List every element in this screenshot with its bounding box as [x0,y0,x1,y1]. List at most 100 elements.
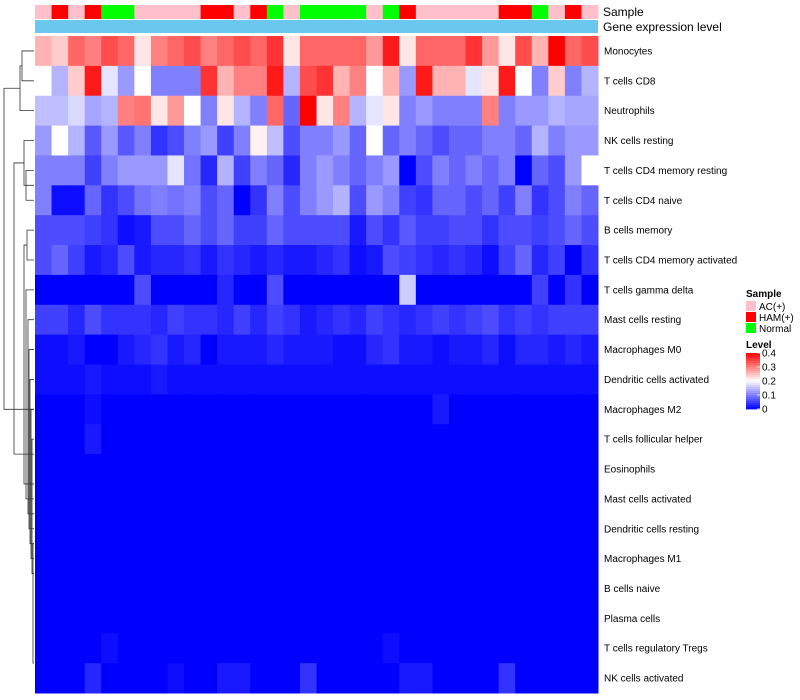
heatmap-cell [150,483,168,515]
heatmap-cell [564,304,582,336]
heatmap-cell [531,215,549,246]
heatmap-cell [349,36,367,67]
heatmap-cell [184,36,202,67]
heatmap-cell [250,454,268,485]
heatmap-cell [68,274,86,306]
heatmap-cell [101,543,119,575]
heatmap-cell [299,334,317,365]
heatmap-cell [432,155,450,186]
heatmap-cell [266,364,284,395]
heatmap-cell [51,65,69,97]
heatmap-cell [382,65,400,97]
row-label: Mast cells activated [604,494,691,505]
heatmap-cell [35,394,53,425]
heatmap-cell [399,274,417,306]
heatmap-cell [299,513,317,545]
heatmap-cell [531,125,549,156]
sample-legend-title: Sample [746,289,782,300]
heatmap-cell [515,36,533,67]
dendrogram-branch [26,229,34,261]
heatmap-cell [150,633,168,664]
heatmap-cell [349,513,367,545]
heatmap-cell [184,155,202,186]
heatmap-cell [266,334,284,365]
heatmap-cell [482,65,500,97]
sample-annotation-cell [448,5,466,19]
heatmap-cell [399,454,417,485]
heatmap-cell [35,274,53,306]
heatmap-cell [84,573,102,604]
heatmap-cell [35,513,53,545]
heatmap-cell [150,364,168,395]
heatmap-cell [101,185,119,216]
heatmap-cell [299,185,317,216]
heatmap-cell [382,663,400,694]
row-labels: Monocytes T cells CD8 Neutrophils NK cells … [604,46,737,684]
heatmap-cell [150,573,168,604]
heatmap-cell [448,513,467,545]
heatmap-cell [283,36,301,67]
heatmap-cell [349,125,367,156]
heatmap-cell [167,663,185,694]
heatmap-cell [515,125,533,156]
gene-expression-level-bar [35,20,598,33]
heatmap-cell [150,334,168,365]
sample-annotation-cell [84,5,102,19]
heatmap-cell [35,95,53,127]
level-legend-gradient-step [746,389,760,392]
heatmap-cell [316,543,334,575]
heatmap-cell [465,633,483,664]
heatmap-cell [101,663,119,694]
heatmap-cell [150,663,168,694]
heatmap-cell [200,36,218,67]
level-legend-tick-label: 0.2 [762,377,776,388]
heatmap-cell [548,603,566,634]
heatmap-cell [531,663,549,694]
sample-annotation-cell [498,5,516,19]
heatmap-cell [233,125,251,156]
heatmap-cell [399,215,417,246]
heatmap-cell [134,663,152,694]
heatmap-cell [316,424,334,455]
heatmap-cell [68,663,86,694]
heatmap-cell [498,364,516,395]
heatmap-cell [564,274,582,306]
heatmap-cell [250,185,268,216]
heatmap-cell [399,513,417,545]
heatmap-cell [316,633,334,664]
heatmap-cell [184,65,202,97]
heatmap-cell [217,573,235,604]
heatmap-cell [349,215,367,246]
heatmap-cell [498,573,516,604]
heatmap-cell [498,543,516,575]
sample-legend-label: AC(+) [759,302,785,313]
heatmap-cell [482,274,500,306]
heatmap-cell [515,513,533,545]
heatmap-cell [564,125,582,156]
heatmap-cell [415,185,433,216]
heatmap-cell [415,603,433,634]
heatmap-cell [117,125,135,156]
heatmap-cell [515,65,533,97]
sample-annotation-cell [150,5,168,19]
heatmap-cell [299,274,317,306]
heatmap-cell [184,663,202,694]
heatmap-cell [68,633,86,664]
heatmap-cell [432,513,450,545]
heatmap-cell [167,483,185,515]
heatmap-cell [415,483,433,515]
heatmap-cell [531,274,549,306]
heatmap-cell [432,454,450,485]
heatmap-cell [84,394,102,425]
level-legend-tick-label: 0.3 [762,363,776,374]
heatmap-cell [184,454,202,485]
heatmap-cell [498,95,516,127]
heatmap-cell [283,304,301,336]
heatmap-cell [299,304,317,336]
heatmap-cell [250,245,268,276]
heatmap-cell [283,215,301,246]
row-label: Eosinophils [604,465,655,476]
heatmap-cell [482,304,500,336]
heatmap-cell [217,364,235,395]
heatmap-cell [299,573,317,604]
